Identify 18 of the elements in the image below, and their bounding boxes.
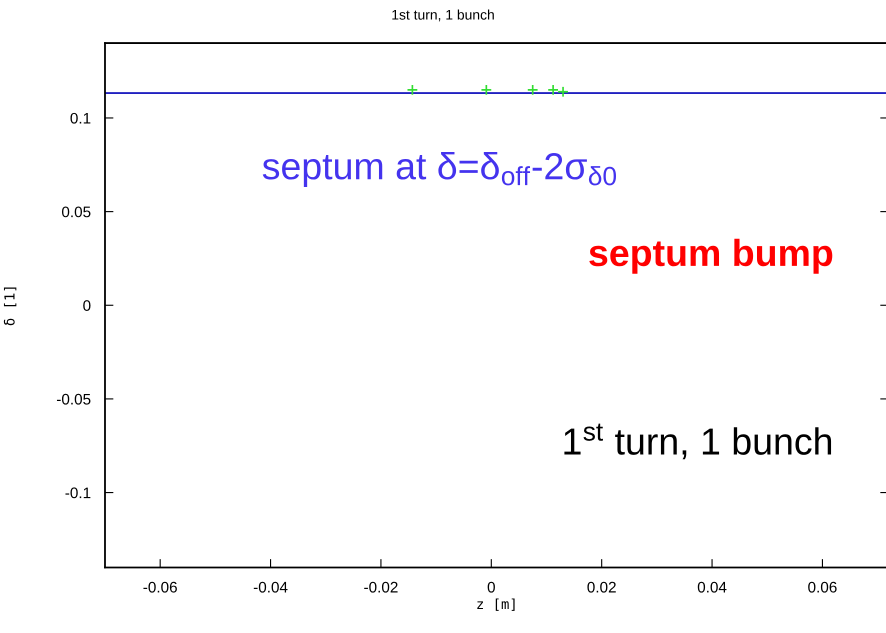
- x-tick-label: 0: [488, 582, 495, 593]
- y-tick-label: -0.1: [65, 487, 90, 498]
- ref-line-label: septum at δ=δ$_{off}$-2σ$_{δ0}$: [262, 152, 616, 187]
- y-tick-label: 0: [83, 300, 91, 311]
- chart-title: 1st turn, 1 bunch: [392, 9, 494, 22]
- y-tick-label: -0.05: [56, 394, 90, 405]
- x-tick-label: 0.02: [587, 582, 616, 593]
- x-tick-label: -0.02: [364, 582, 398, 593]
- x-tick-label: 0.04: [698, 582, 726, 593]
- annotation: 1$^{st}$ turn, 1 bunch: [564, 424, 832, 460]
- y-tick-label: 0.05: [62, 206, 90, 218]
- x-tick-label: -0.06: [143, 582, 177, 593]
- y-axis-title: δ [1]: [4, 288, 16, 326]
- x-tick-label: -0.04: [254, 582, 288, 593]
- x-axis-title: z [m]: [477, 598, 515, 611]
- annotation: septum bump: [589, 238, 832, 274]
- y-tick-label: 0.1: [70, 112, 90, 124]
- x-tick-label: 0.06: [808, 582, 837, 593]
